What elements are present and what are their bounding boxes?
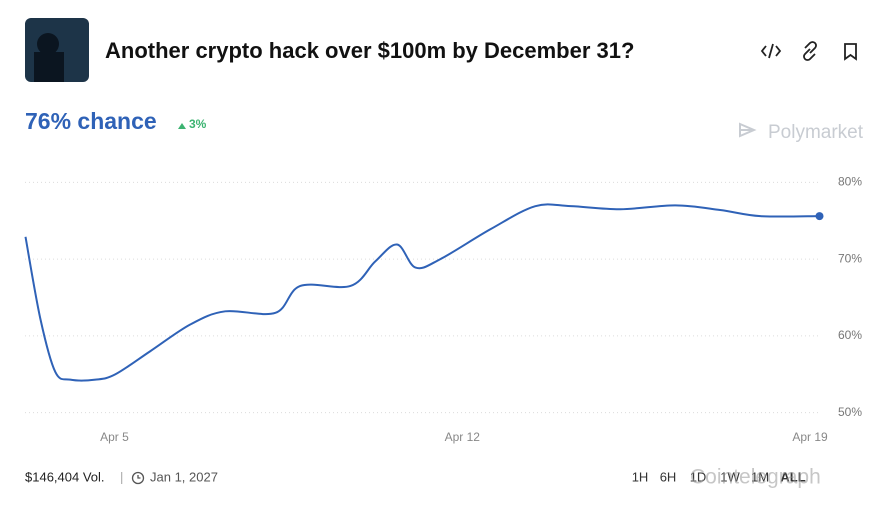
- watermark: Cointelegraph: [690, 466, 821, 489]
- plot: 50% 60% 70% 80% Apr 5 Apr 12 Apr 19: [24, 175, 862, 444]
- range-button[interactable]: 6H: [660, 469, 677, 484]
- range-button[interactable]: 1D: [690, 469, 707, 484]
- range-button[interactable]: 1H: [632, 469, 649, 484]
- x-tick-label: Apr 19: [792, 430, 828, 444]
- image-figure: [37, 33, 59, 55]
- clock-hands: [137, 475, 141, 479]
- separator: |: [120, 469, 123, 484]
- y-tick-label: 60%: [838, 328, 862, 342]
- x-tick-label: Apr 12: [445, 430, 481, 444]
- market-title: Another crypto hack over $100m by Decemb…: [105, 38, 634, 63]
- range-button[interactable]: 1W: [720, 469, 740, 484]
- chance: 76% chance: [25, 108, 157, 134]
- up-arrow: [178, 123, 186, 129]
- y-tick-label: 70%: [838, 251, 862, 265]
- y-tick-label: 50%: [838, 405, 862, 419]
- change: 3%: [189, 117, 207, 131]
- last-point: [815, 212, 824, 221]
- end-date: Jan 1, 2027: [150, 469, 218, 484]
- line: [24, 203, 820, 382]
- embed-icon[interactable]: [760, 43, 782, 59]
- volume: $146,404 Vol.: [25, 469, 105, 484]
- range-button[interactable]: ALL: [780, 469, 805, 484]
- brand-logo: [739, 122, 757, 138]
- range-buttons[interactable]: 1H 6H 1D 1W 1M ALL: [632, 469, 806, 484]
- y-tick-label: 80%: [838, 175, 862, 189]
- brand: Polymarket: [768, 122, 864, 143]
- range-button[interactable]: 1M: [751, 469, 769, 484]
- x-tick-label: Apr 5: [100, 430, 129, 444]
- clock-icon: [131, 471, 145, 485]
- toolbar[interactable]: [760, 41, 857, 61]
- bookmark-icon[interactable]: [844, 43, 857, 61]
- link-icon[interactable]: [803, 41, 817, 61]
- image-figure-body: [34, 52, 64, 82]
